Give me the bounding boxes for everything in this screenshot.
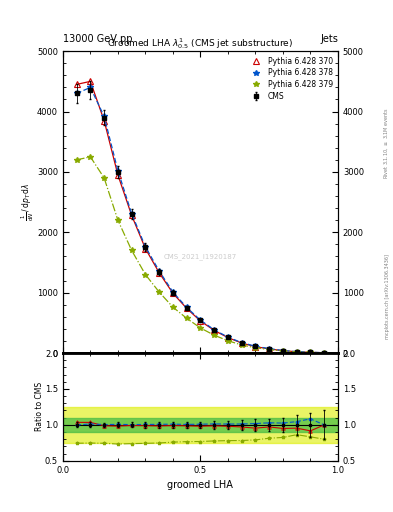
- Pythia 6.428 379: [212, 332, 217, 338]
- Pythia 6.428 378: [253, 343, 258, 349]
- Pythia 6.428 378: [129, 210, 134, 217]
- Pythia 6.428 379: [171, 304, 175, 310]
- Pythia 6.428 370: [88, 78, 93, 84]
- Pythia 6.428 370: [267, 346, 272, 352]
- Y-axis label: $\frac{1}{\mathrm{d}N}\,/\,\mathrm{d}p_T\,\mathrm{d}\lambda$: $\frac{1}{\mathrm{d}N}\,/\,\mathrm{d}p_T…: [19, 183, 35, 221]
- Pythia 6.428 370: [171, 290, 175, 296]
- Pythia 6.428 379: [308, 349, 313, 355]
- Pythia 6.428 370: [102, 118, 107, 124]
- Line: Pythia 6.428 370: Pythia 6.428 370: [74, 79, 327, 355]
- Pythia 6.428 378: [143, 244, 148, 250]
- Pythia 6.428 370: [212, 327, 217, 333]
- Pythia 6.428 379: [281, 348, 285, 354]
- Pythia 6.428 370: [198, 318, 203, 324]
- Y-axis label: Ratio to CMS: Ratio to CMS: [35, 382, 44, 432]
- Pythia 6.428 379: [88, 154, 93, 160]
- Pythia 6.428 379: [198, 325, 203, 331]
- Pythia 6.428 378: [116, 167, 120, 174]
- Text: CMS_2021_I1920187: CMS_2021_I1920187: [164, 253, 237, 260]
- Pythia 6.428 378: [74, 91, 79, 97]
- Pythia 6.428 378: [281, 348, 285, 354]
- Pythia 6.428 370: [143, 246, 148, 252]
- Text: mcplots.cern.ch [arXiv:1306.3436]: mcplots.cern.ch [arXiv:1306.3436]: [385, 254, 390, 339]
- Text: Rivet 3.1.10, $\geq$ 3.1M events: Rivet 3.1.10, $\geq$ 3.1M events: [382, 108, 390, 179]
- Pythia 6.428 370: [129, 212, 134, 219]
- Legend: Pythia 6.428 370, Pythia 6.428 378, Pythia 6.428 379, CMS: Pythia 6.428 370, Pythia 6.428 378, Pyth…: [246, 55, 334, 102]
- Pythia 6.428 379: [267, 347, 272, 353]
- Pythia 6.428 378: [239, 339, 244, 346]
- Pythia 6.428 379: [102, 175, 107, 181]
- Text: Jets: Jets: [320, 33, 338, 44]
- Pythia 6.428 370: [239, 340, 244, 346]
- Pythia 6.428 370: [116, 172, 120, 178]
- Pythia 6.428 379: [226, 338, 230, 344]
- Pythia 6.428 378: [157, 268, 162, 274]
- Pythia 6.428 378: [294, 349, 299, 355]
- Pythia 6.428 379: [74, 157, 79, 163]
- Line: Pythia 6.428 379: Pythia 6.428 379: [74, 154, 327, 355]
- Line: Pythia 6.428 378: Pythia 6.428 378: [74, 84, 327, 355]
- Pythia 6.428 378: [102, 113, 107, 119]
- Pythia 6.428 379: [116, 217, 120, 223]
- X-axis label: groomed LHA: groomed LHA: [167, 480, 233, 490]
- Pythia 6.428 378: [184, 304, 189, 310]
- Pythia 6.428 378: [212, 327, 217, 333]
- Pythia 6.428 370: [281, 348, 285, 354]
- Pythia 6.428 370: [184, 305, 189, 311]
- Text: 13000 GeV pp: 13000 GeV pp: [63, 33, 132, 44]
- Pythia 6.428 379: [157, 289, 162, 295]
- Pythia 6.428 378: [226, 334, 230, 340]
- Pythia 6.428 378: [88, 84, 93, 91]
- Pythia 6.428 370: [74, 81, 79, 88]
- Pythia 6.428 379: [184, 315, 189, 322]
- Pythia 6.428 370: [294, 349, 299, 355]
- Pythia 6.428 379: [143, 271, 148, 278]
- Title: Groomed LHA $\lambda^{1}_{0.5}$ (CMS jet substructure): Groomed LHA $\lambda^{1}_{0.5}$ (CMS jet…: [107, 36, 294, 51]
- Pythia 6.428 378: [171, 289, 175, 295]
- Pythia 6.428 370: [226, 334, 230, 340]
- Pythia 6.428 370: [322, 350, 327, 356]
- Pythia 6.428 378: [308, 349, 313, 355]
- Pythia 6.428 378: [267, 346, 272, 352]
- Pythia 6.428 379: [239, 342, 244, 348]
- Pythia 6.428 378: [198, 317, 203, 323]
- Pythia 6.428 370: [308, 349, 313, 355]
- Pythia 6.428 379: [294, 349, 299, 355]
- Pythia 6.428 379: [322, 350, 327, 356]
- Pythia 6.428 379: [129, 247, 134, 253]
- Pythia 6.428 378: [322, 350, 327, 356]
- Pythia 6.428 370: [157, 270, 162, 276]
- Pythia 6.428 379: [253, 345, 258, 351]
- Pythia 6.428 370: [253, 344, 258, 350]
